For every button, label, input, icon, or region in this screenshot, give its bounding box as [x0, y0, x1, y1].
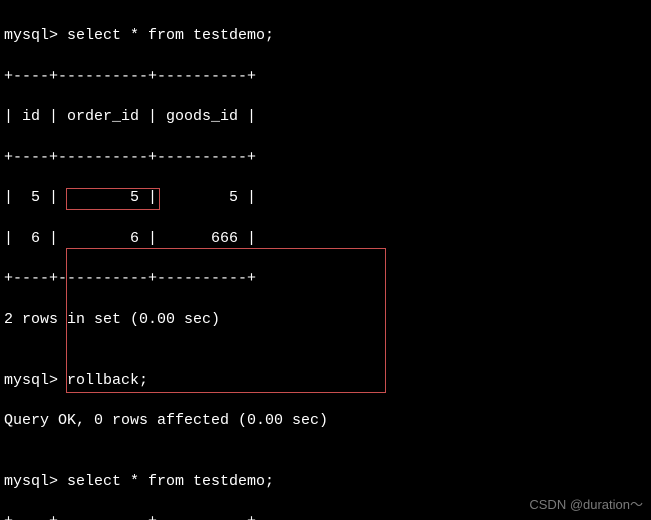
mysql-terminal: mysql> select * from testdemo; +----+---… [0, 0, 651, 520]
terminal-line: +----+----------+----------+ [4, 148, 647, 168]
terminal-line: | id | order_id | goods_id | [4, 107, 647, 127]
watermark-text: CSDN @duration～ [529, 496, 643, 514]
terminal-line: +----+----------+----------+ [4, 67, 647, 87]
terminal-line: | 6 | 6 | 666 | [4, 229, 647, 249]
terminal-line: +----+----------+----------+ [4, 269, 647, 289]
terminal-line: Query OK, 0 rows affected (0.00 sec) [4, 411, 647, 431]
terminal-line: | 5 | 5 | 5 | [4, 188, 647, 208]
terminal-line: mysql> rollback; [4, 371, 647, 391]
terminal-line: 2 rows in set (0.00 sec) [4, 310, 647, 330]
terminal-line: mysql> select * from testdemo; [4, 472, 647, 492]
terminal-line: mysql> select * from testdemo; [4, 26, 647, 46]
